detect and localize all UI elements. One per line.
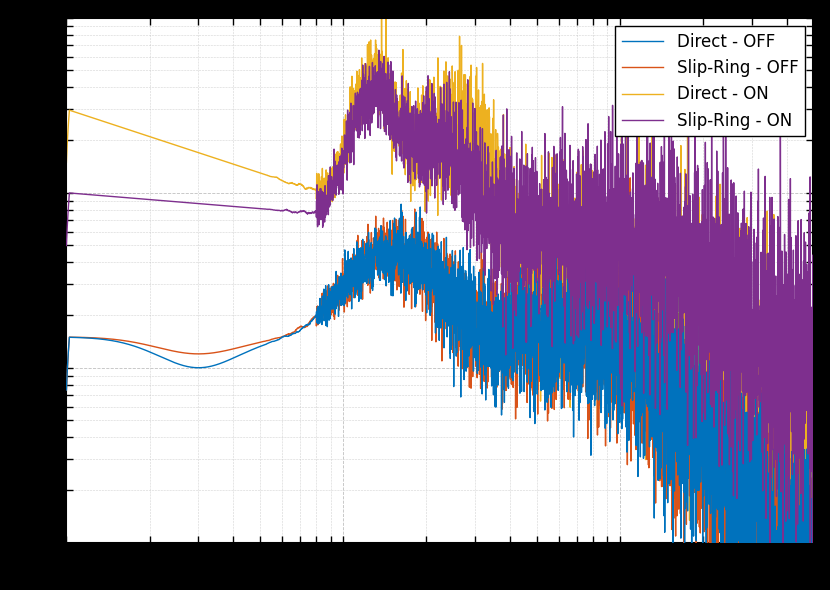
Direct - OFF — [347, 279, 357, 286]
Direct - ON — [197, 150, 207, 158]
Slip-Ring - ON — [808, 256, 818, 263]
Slip-Ring - OFF — [625, 174, 635, 181]
Line: Direct - OFF: Direct - OFF — [66, 191, 813, 590]
Direct - ON — [381, 9, 391, 17]
Direct - OFF — [547, 324, 557, 331]
Slip-Ring - OFF — [61, 386, 71, 394]
Slip-Ring - ON — [619, 232, 629, 240]
Slip-Ring - ON — [374, 47, 383, 54]
Legend: Direct - OFF, Slip-Ring - OFF, Direct - ON, Slip-Ring - ON: Direct - OFF, Slip-Ring - OFF, Direct - … — [615, 26, 805, 136]
Slip-Ring - ON — [805, 579, 815, 586]
Direct - OFF — [61, 386, 71, 394]
Slip-Ring - ON — [510, 280, 520, 287]
Slip-Ring - OFF — [547, 366, 557, 373]
Slip-Ring - OFF — [808, 526, 818, 533]
Direct - ON — [676, 346, 686, 353]
Direct - ON — [61, 159, 71, 166]
Slip-Ring - OFF — [510, 326, 520, 333]
Line: Direct - ON: Direct - ON — [66, 13, 813, 590]
Slip-Ring - OFF — [197, 350, 207, 358]
Slip-Ring - OFF — [347, 275, 357, 282]
Direct - OFF — [550, 188, 560, 195]
Slip-Ring - ON — [61, 242, 71, 249]
Direct - OFF — [676, 449, 686, 456]
Slip-Ring - ON — [347, 149, 357, 156]
Slip-Ring - OFF — [619, 292, 629, 299]
Direct - ON — [808, 466, 818, 473]
Direct - OFF — [619, 330, 629, 337]
Slip-Ring - ON — [547, 237, 557, 244]
Direct - OFF — [197, 364, 207, 371]
Direct - OFF — [510, 368, 520, 375]
Slip-Ring - ON — [197, 201, 207, 208]
Slip-Ring - ON — [676, 243, 686, 250]
Line: Slip-Ring - ON: Slip-Ring - ON — [66, 50, 813, 582]
Direct - ON — [619, 257, 629, 264]
Direct - ON — [510, 238, 520, 245]
Direct - ON — [347, 101, 357, 108]
Line: Slip-Ring - OFF: Slip-Ring - OFF — [66, 178, 813, 590]
Slip-Ring - OFF — [676, 421, 686, 428]
Direct - ON — [547, 301, 557, 309]
